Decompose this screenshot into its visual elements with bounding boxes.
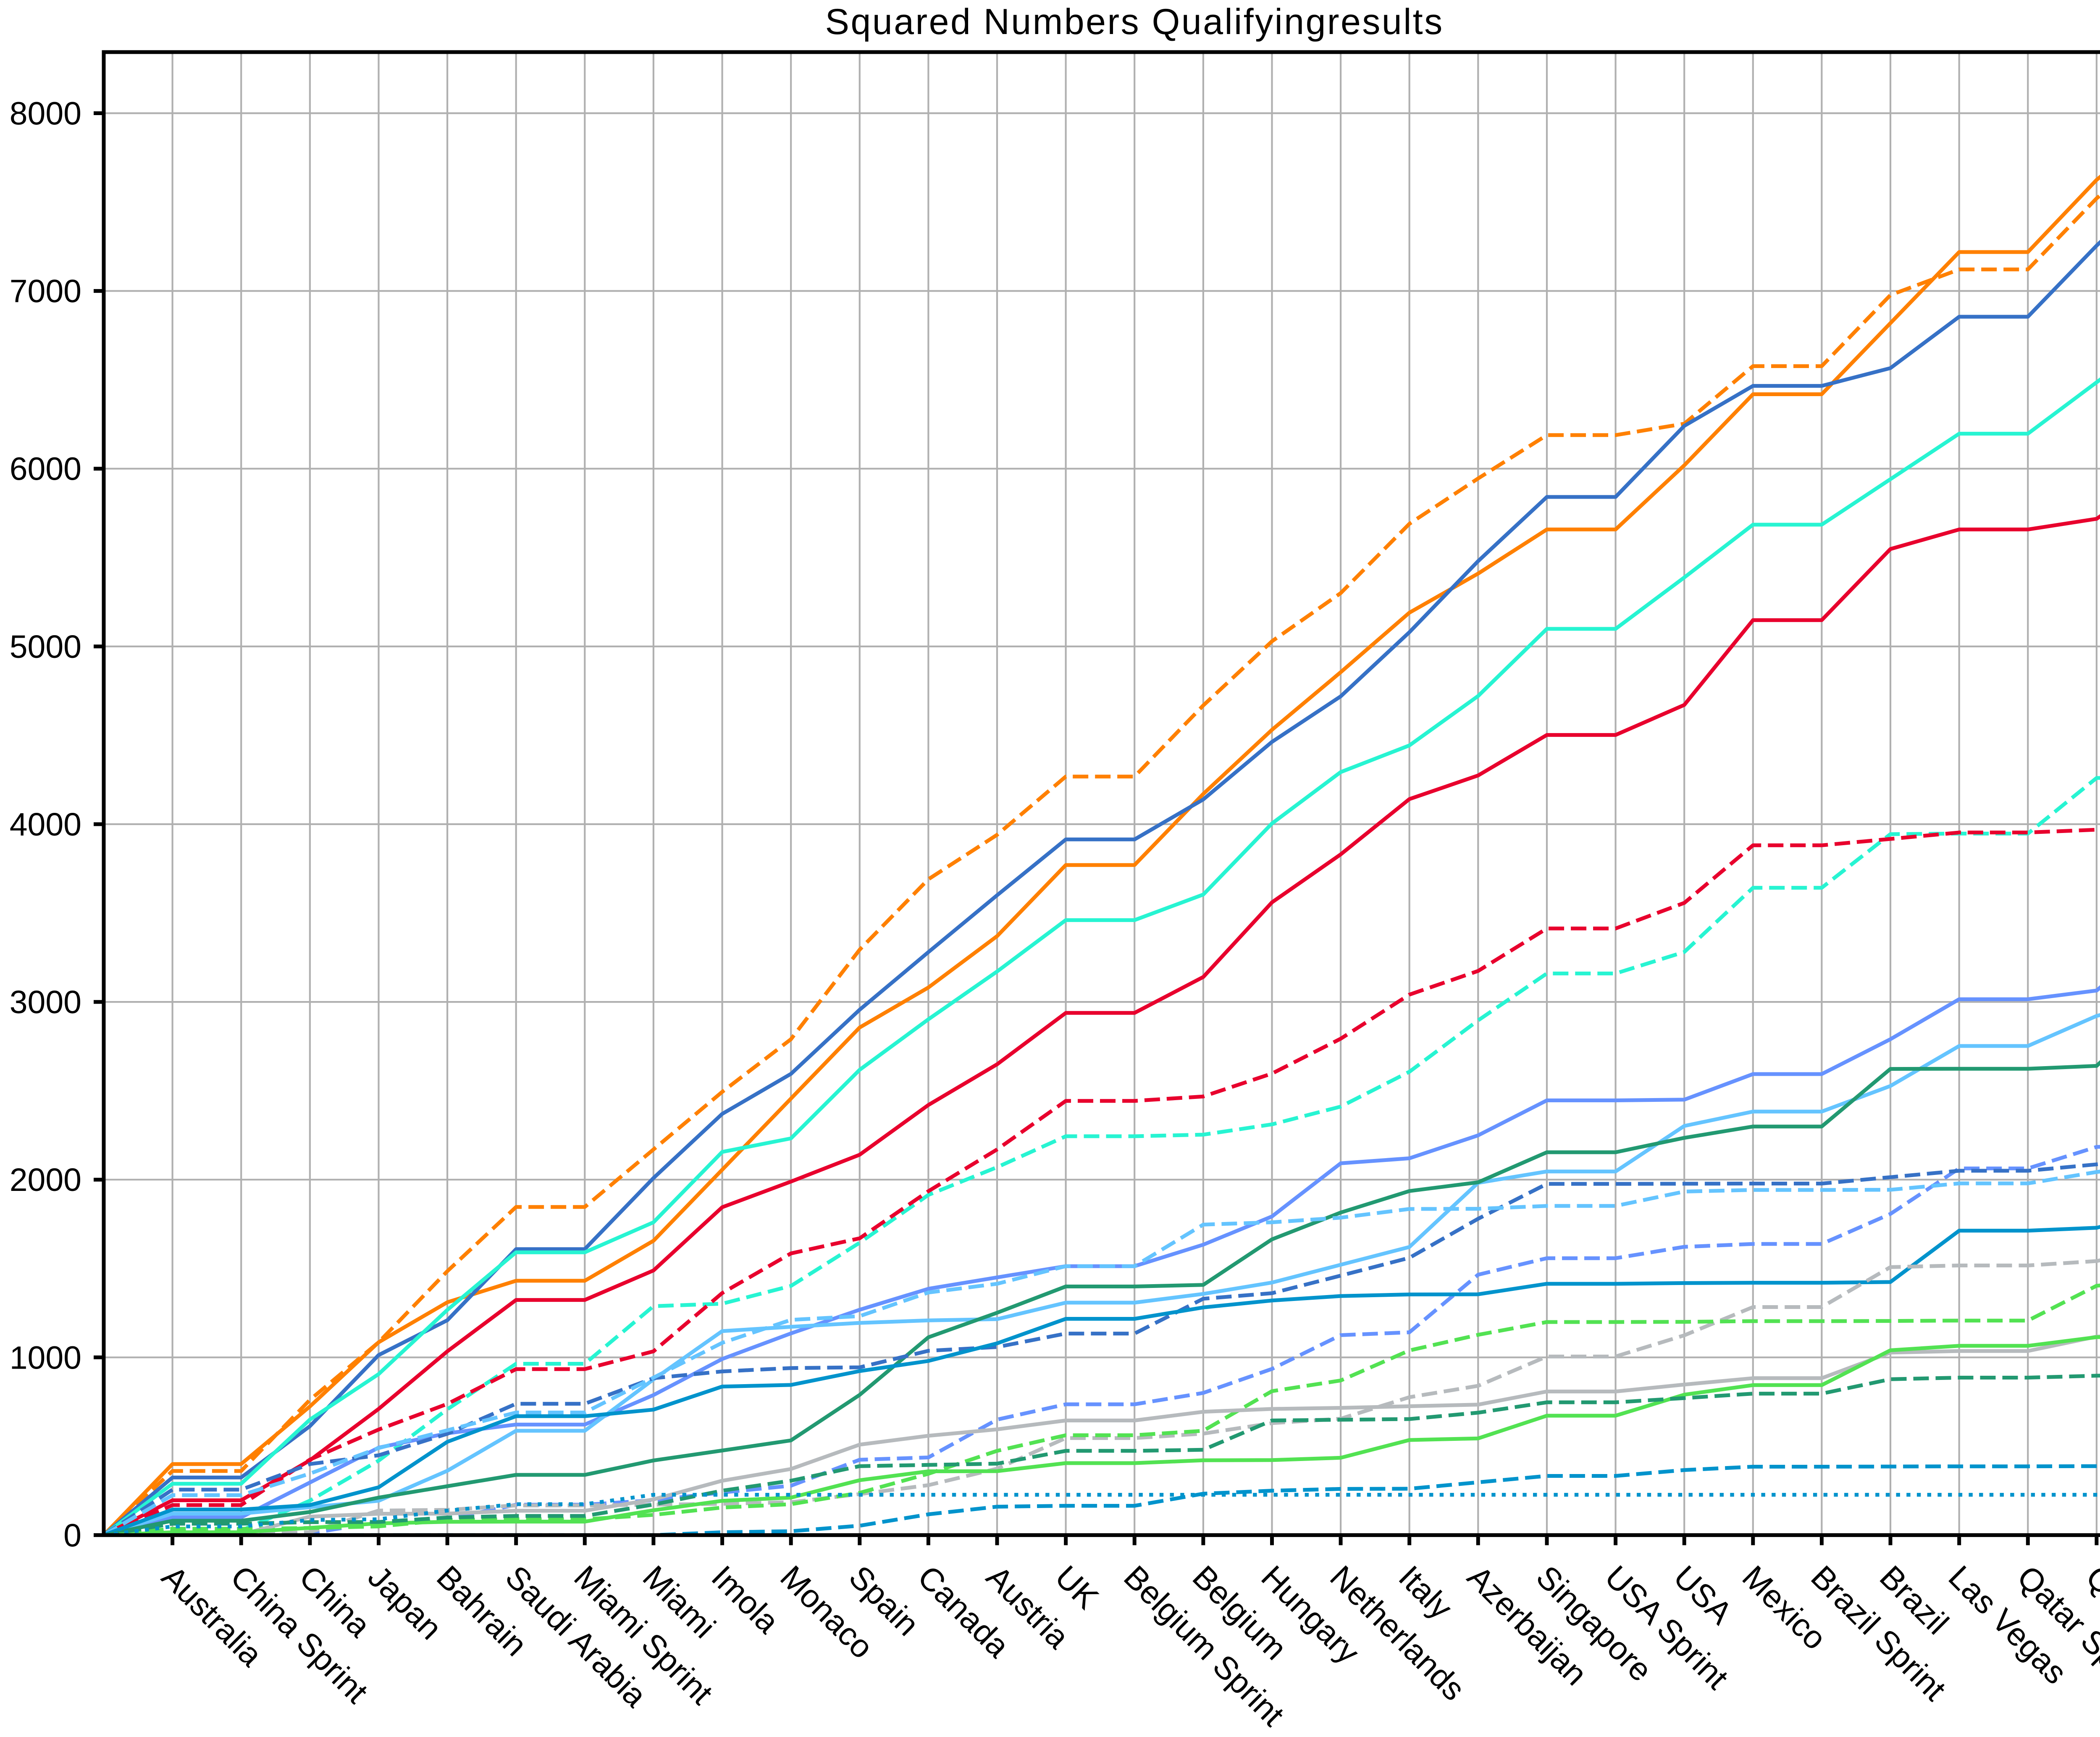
svg-text:1000: 1000 — [10, 1340, 81, 1376]
svg-text:2000: 2000 — [10, 1162, 81, 1198]
svg-text:0: 0 — [63, 1517, 81, 1553]
svg-text:6000: 6000 — [10, 451, 81, 487]
svg-text:5000: 5000 — [10, 629, 81, 665]
svg-text:4000: 4000 — [10, 807, 81, 843]
svg-text:3000: 3000 — [10, 984, 81, 1020]
svg-text:7000: 7000 — [10, 273, 81, 310]
svg-text:Squared Numbers Qualifyingresu: Squared Numbers Qualifyingresults — [825, 2, 1444, 42]
svg-text:8000: 8000 — [10, 96, 81, 132]
